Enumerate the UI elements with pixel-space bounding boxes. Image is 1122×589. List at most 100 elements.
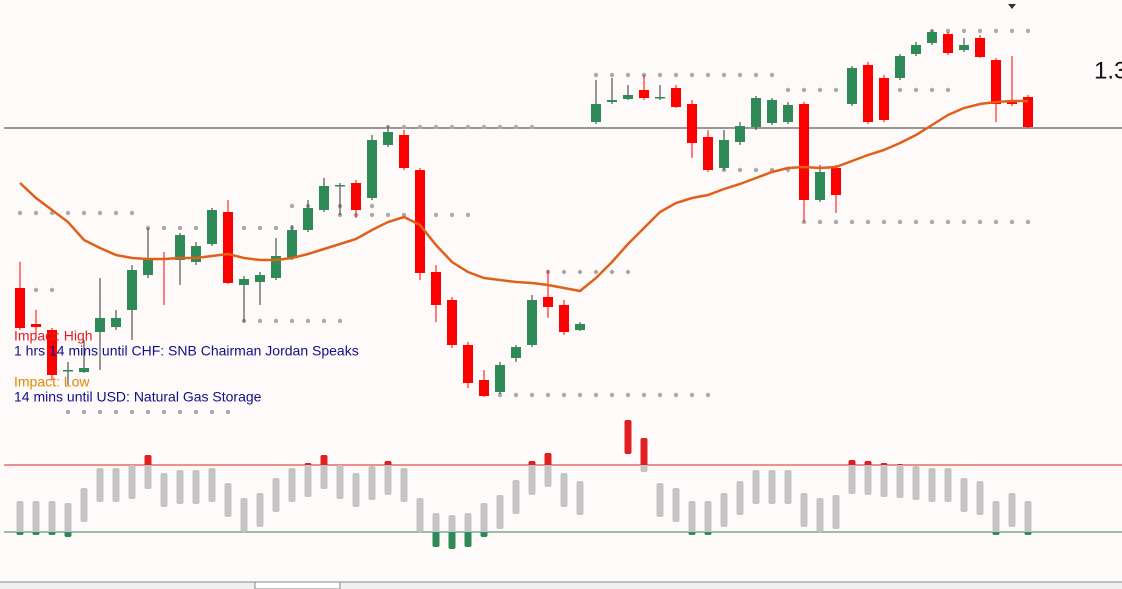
level-dot <box>81 409 87 415</box>
candle-body <box>271 256 281 278</box>
candle-body <box>495 365 505 392</box>
active-tab[interactable] <box>254 581 341 589</box>
level-dot <box>769 72 775 78</box>
oscillator-bar-high <box>848 460 856 465</box>
level-dot <box>433 124 439 130</box>
level-dot <box>705 72 711 78</box>
level-dot <box>753 72 759 78</box>
level-dot <box>305 318 311 324</box>
candle-body <box>207 210 217 244</box>
candle-body <box>927 32 937 43</box>
level-dot <box>817 219 823 225</box>
moving-average <box>19 99 1028 293</box>
level-dot <box>993 219 999 225</box>
candle-body <box>687 104 697 143</box>
level-dot <box>577 269 583 275</box>
level-dot <box>257 318 263 324</box>
level-dot <box>433 212 439 218</box>
oscillator-bar <box>240 498 248 532</box>
level-dot <box>449 124 455 130</box>
oscillator-bar <box>816 498 824 532</box>
candle-body <box>607 100 617 102</box>
candle-body <box>703 137 713 170</box>
oscillator-bar-low <box>448 532 456 549</box>
oscillator-bar <box>336 465 344 499</box>
candle-body <box>79 368 89 372</box>
oscillator-bar <box>480 503 488 537</box>
candle-body <box>191 246 201 262</box>
level-dot <box>129 409 135 415</box>
oscillator-bar <box>352 473 360 507</box>
candle-body <box>175 235 185 260</box>
news-event: 1 hrs 14 mins until CHF: SNB Chairman Jo… <box>14 343 359 359</box>
level-dot <box>849 219 855 225</box>
oscillator-bar-high <box>624 420 632 454</box>
oscillator-bar <box>48 501 56 535</box>
level-dot <box>865 219 871 225</box>
oscillator-bar <box>752 470 760 504</box>
level-dot <box>817 87 823 93</box>
candle-body <box>479 380 489 396</box>
candle-body <box>799 104 809 200</box>
level-dot <box>81 210 87 216</box>
oscillator-bar <box>16 501 24 535</box>
oscillator-bar <box>272 478 280 512</box>
level-dot <box>641 392 647 398</box>
candle-body <box>47 330 57 375</box>
level-dot <box>129 210 135 216</box>
level-dot <box>689 72 695 78</box>
candle-body <box>815 172 825 200</box>
candle-body <box>639 90 649 98</box>
candle-body <box>15 288 25 328</box>
oscillator-bar <box>720 493 728 527</box>
level-dot <box>529 124 535 130</box>
oscillator-bar <box>800 493 808 527</box>
oscillator-bar <box>912 466 920 500</box>
level-dot <box>145 409 151 415</box>
oscillator-bar <box>656 483 664 517</box>
oscillator-bar-high <box>896 464 904 465</box>
candle-body <box>335 185 345 187</box>
level-dot <box>561 269 567 275</box>
level-dot <box>465 124 471 130</box>
level-dot <box>513 392 519 398</box>
level-dot <box>97 210 103 216</box>
oscillator-bar <box>1008 493 1016 527</box>
oscillator-bar <box>208 468 216 502</box>
candle-body <box>735 126 745 142</box>
level-dot <box>609 392 615 398</box>
level-dot <box>513 124 519 130</box>
oscillator-bar-high <box>384 461 392 465</box>
level-dot <box>481 124 487 130</box>
level-dot <box>625 72 631 78</box>
candle-body <box>287 230 297 258</box>
oscillator-bar <box>288 468 296 502</box>
oscillator-bar <box>832 495 840 529</box>
level-dot <box>897 219 903 225</box>
level-dot <box>609 72 615 78</box>
candle-body <box>319 186 329 210</box>
candle-body <box>303 208 313 230</box>
level-dot <box>17 210 23 216</box>
oscillator-bar-low <box>1024 532 1032 535</box>
level-dot <box>945 87 951 93</box>
oscillator-bar <box>768 470 776 504</box>
level-dot <box>801 87 807 93</box>
candle-body <box>543 297 553 307</box>
level-dot <box>241 225 247 231</box>
level-dot <box>257 225 263 231</box>
candle-body <box>559 305 569 332</box>
level-dot <box>401 124 407 130</box>
level-dot <box>945 219 951 225</box>
level-dot <box>609 269 615 275</box>
oscillator-bar-high <box>864 461 872 465</box>
oscillator-bar <box>400 468 408 502</box>
oscillator-bar <box>864 461 872 495</box>
level-dot <box>929 219 935 225</box>
oscillator-bar <box>688 501 696 535</box>
level-dot <box>593 72 599 78</box>
level-dot <box>273 225 279 231</box>
tab-bar <box>0 582 1122 589</box>
level-dot <box>1009 28 1015 34</box>
level-dot <box>897 87 903 93</box>
